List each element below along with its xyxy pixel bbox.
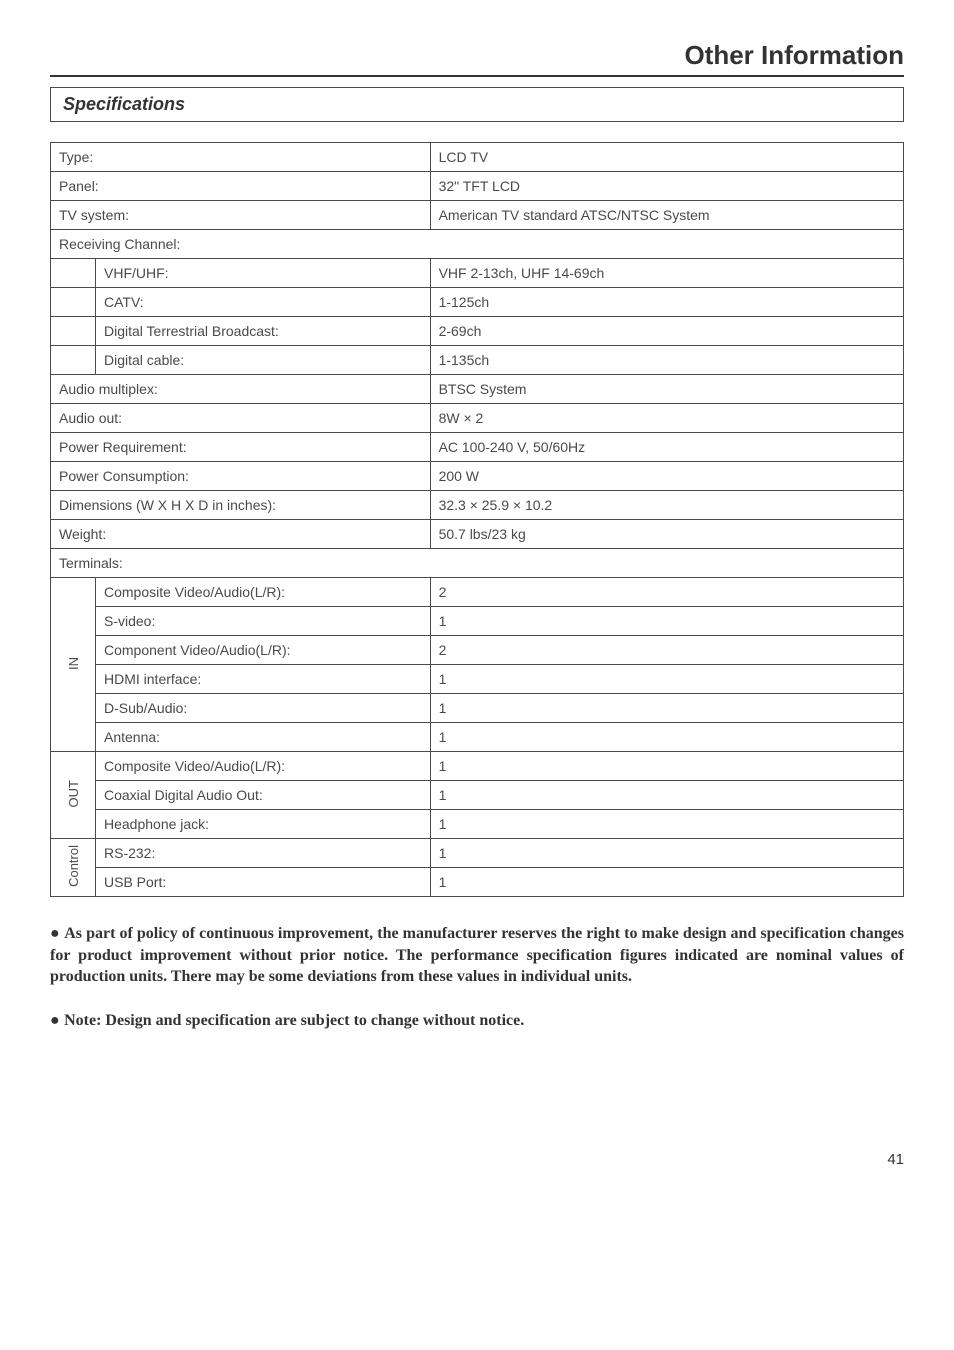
ctrl-rs232-label: RS-232: <box>96 839 431 868</box>
aout-value: 8W × 2 <box>430 404 903 433</box>
ctrl-usb-value: 1 <box>430 868 903 897</box>
table-row: Weight: 50.7 lbs/23 kg <box>51 520 904 549</box>
receiving-channel-label: Receiving Channel: <box>51 230 904 259</box>
spec-table: Type: LCD TV Panel: 32" TFT LCD TV syste… <box>50 142 904 897</box>
catv-label: CATV: <box>96 288 431 317</box>
table-row: Power Consumption: 200 W <box>51 462 904 491</box>
table-row: Panel: 32" TFT LCD <box>51 172 904 201</box>
indent <box>51 317 96 346</box>
panel-label: Panel: <box>51 172 431 201</box>
in-antenna-label: Antenna: <box>96 723 431 752</box>
amux-value: BTSC System <box>430 375 903 404</box>
ctrl-usb-label: USB Port: <box>96 868 431 897</box>
dcable-value: 1-135ch <box>430 346 903 375</box>
table-row: TV system: American TV standard ATSC/NTS… <box>51 201 904 230</box>
in-group-label: IN <box>51 578 96 752</box>
indent <box>51 288 96 317</box>
table-row: Coaxial Digital Audio Out: 1 <box>51 781 904 810</box>
table-row: USB Port: 1 <box>51 868 904 897</box>
table-row: IN Composite Video/Audio(L/R): 2 <box>51 578 904 607</box>
table-row: CATV: 1-125ch <box>51 288 904 317</box>
in-hdmi-label: HDMI interface: <box>96 665 431 694</box>
preq-value: AC 100-240 V, 50/60Hz <box>430 433 903 462</box>
table-row: D-Sub/Audio: 1 <box>51 694 904 723</box>
in-component-value: 2 <box>430 636 903 665</box>
table-row: Type: LCD TV <box>51 143 904 172</box>
table-row: Component Video/Audio(L/R): 2 <box>51 636 904 665</box>
note-2: ● Note: Design and specification are sub… <box>50 1010 904 1032</box>
pcons-value: 200 W <box>430 462 903 491</box>
table-row: Audio out: 8W × 2 <box>51 404 904 433</box>
table-row: Antenna: 1 <box>51 723 904 752</box>
dim-value: 32.3 × 25.9 × 10.2 <box>430 491 903 520</box>
table-row: OUT Composite Video/Audio(L/R): 1 <box>51 752 904 781</box>
in-hdmi-value: 1 <box>430 665 903 694</box>
weight-value: 50.7 lbs/23 kg <box>430 520 903 549</box>
notes-section: ● As part of policy of continuous improv… <box>50 923 904 1031</box>
in-dsub-value: 1 <box>430 694 903 723</box>
aout-label: Audio out: <box>51 404 431 433</box>
table-row: Receiving Channel: <box>51 230 904 259</box>
panel-value: 32" TFT LCD <box>430 172 903 201</box>
dcable-label: Digital cable: <box>96 346 431 375</box>
table-row: VHF/UHF: VHF 2-13ch, UHF 14-69ch <box>51 259 904 288</box>
table-row: HDMI interface: 1 <box>51 665 904 694</box>
table-row: Audio multiplex: BTSC System <box>51 375 904 404</box>
weight-label: Weight: <box>51 520 431 549</box>
table-row: Digital cable: 1-135ch <box>51 346 904 375</box>
out-group-label: OUT <box>51 752 96 839</box>
indent <box>51 259 96 288</box>
in-antenna-value: 1 <box>430 723 903 752</box>
table-row: Digital Terrestrial Broadcast: 2-69ch <box>51 317 904 346</box>
in-dsub-label: D-Sub/Audio: <box>96 694 431 723</box>
amux-label: Audio multiplex: <box>51 375 431 404</box>
indent <box>51 346 96 375</box>
dtb-label: Digital Terrestrial Broadcast: <box>96 317 431 346</box>
in-composite-value: 2 <box>430 578 903 607</box>
header-title: Other Information <box>50 40 904 71</box>
vhf-value: VHF 2-13ch, UHF 14-69ch <box>430 259 903 288</box>
table-row: Control RS-232: 1 <box>51 839 904 868</box>
page-number: 41 <box>50 1151 904 1168</box>
pcons-label: Power Consumption: <box>51 462 431 491</box>
table-row: Headphone jack: 1 <box>51 810 904 839</box>
table-row: S-video: 1 <box>51 607 904 636</box>
control-group-label: Control <box>51 839 96 897</box>
catv-value: 1-125ch <box>430 288 903 317</box>
preq-label: Power Requirement: <box>51 433 431 462</box>
in-svideo-value: 1 <box>430 607 903 636</box>
tvsystem-value: American TV standard ATSC/NTSC System <box>430 201 903 230</box>
section-title: Specifications <box>63 94 185 114</box>
out-composite-value: 1 <box>430 752 903 781</box>
out-coax-value: 1 <box>430 781 903 810</box>
in-svideo-label: S-video: <box>96 607 431 636</box>
type-label: Type: <box>51 143 431 172</box>
note-1: ● As part of policy of continuous improv… <box>50 923 904 988</box>
ctrl-rs232-value: 1 <box>430 839 903 868</box>
section-box: Specifications <box>50 87 904 122</box>
table-row: Dimensions (W X H X D in inches): 32.3 ×… <box>51 491 904 520</box>
dim-label: Dimensions (W X H X D in inches): <box>51 491 431 520</box>
out-headphone-label: Headphone jack: <box>96 810 431 839</box>
in-composite-label: Composite Video/Audio(L/R): <box>96 578 431 607</box>
header-rule <box>50 75 904 77</box>
table-row: Terminals: <box>51 549 904 578</box>
out-composite-label: Composite Video/Audio(L/R): <box>96 752 431 781</box>
tvsystem-label: TV system: <box>51 201 431 230</box>
type-value: LCD TV <box>430 143 903 172</box>
vhf-label: VHF/UHF: <box>96 259 431 288</box>
terminals-label: Terminals: <box>51 549 904 578</box>
table-row: Power Requirement: AC 100-240 V, 50/60Hz <box>51 433 904 462</box>
dtb-value: 2-69ch <box>430 317 903 346</box>
out-coax-label: Coaxial Digital Audio Out: <box>96 781 431 810</box>
in-component-label: Component Video/Audio(L/R): <box>96 636 431 665</box>
out-headphone-value: 1 <box>430 810 903 839</box>
